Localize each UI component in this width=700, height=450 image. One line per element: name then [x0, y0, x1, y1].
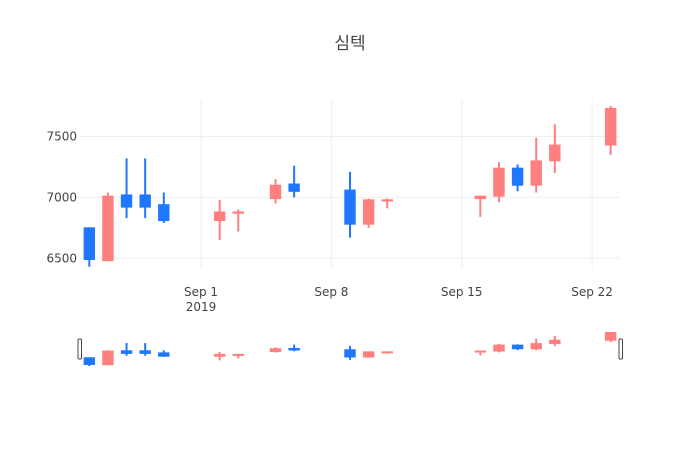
y-tick-label: 7500 [46, 130, 77, 144]
slider-candle [344, 345, 356, 360]
range-slider-left-handle[interactable] [77, 338, 82, 360]
slider-candle-body [269, 348, 282, 353]
candle-body [493, 167, 505, 197]
slider-candle [288, 344, 300, 352]
candles [83, 106, 617, 267]
slider-candle-body [530, 343, 542, 350]
candle-body [288, 183, 300, 192]
slider-candle [83, 357, 96, 366]
slider-candle-body [213, 353, 226, 357]
slider-candle [381, 351, 393, 354]
slider-candle-body [511, 344, 524, 350]
slider-candle [139, 343, 151, 356]
candle-body [83, 227, 96, 260]
slider-candle [158, 350, 170, 357]
candle-body [120, 194, 133, 208]
slider-candle [604, 332, 617, 343]
candle-body [381, 199, 393, 202]
candle [493, 162, 505, 203]
range-slider-right-handle[interactable] [618, 338, 623, 360]
candle [83, 227, 96, 267]
slider-candle-body [288, 347, 300, 351]
slider-candle-body [83, 357, 96, 365]
slider-candle [474, 350, 487, 356]
slider-candle-body [549, 339, 561, 345]
slider-candle [213, 351, 226, 361]
slider-candle-body [493, 344, 505, 352]
candle-body [102, 195, 114, 262]
x-tick-label: Sep 15 [441, 285, 483, 299]
candle [288, 165, 300, 198]
candle-body [232, 211, 244, 214]
slider-candle-body [381, 351, 393, 354]
candle [604, 106, 617, 155]
slider-candle-body [158, 352, 170, 357]
candle-body [604, 108, 617, 146]
candle [102, 192, 114, 262]
candle-body [474, 195, 487, 200]
x-tick-label: Sep 8 [314, 285, 348, 299]
candle [344, 171, 356, 238]
y-tick-label: 6500 [46, 251, 77, 265]
slider-candle-body [604, 332, 617, 341]
candle-body [139, 194, 151, 208]
x-tick-label: Sep 1 [184, 285, 218, 299]
slider-candle [362, 351, 375, 358]
candle [381, 198, 393, 209]
slider-candle [120, 343, 133, 356]
slider-candle-body [102, 350, 114, 366]
candle-body [511, 167, 524, 186]
slider-candle [102, 350, 114, 366]
slider-candle [269, 347, 282, 353]
y-tick-label: 7000 [46, 190, 77, 204]
candle [139, 158, 151, 219]
candle-body [362, 199, 375, 225]
candle [120, 158, 133, 219]
candle-body [158, 204, 170, 222]
candle [474, 195, 487, 217]
slider-candle [530, 338, 542, 351]
slider-candle [511, 344, 524, 351]
slider-candle-body [344, 349, 356, 358]
slider-candle [232, 353, 244, 359]
candle [158, 192, 170, 223]
candle [269, 179, 282, 204]
slider-candle-body [120, 350, 133, 354]
chart-title: 심텍 [334, 34, 365, 54]
candle-body [530, 160, 542, 186]
slider-candle-body [474, 350, 487, 353]
candle [511, 164, 524, 192]
slider-candle-body [232, 353, 244, 356]
slider-candle [493, 343, 505, 353]
x-tick-sublabel: 2019 [186, 300, 217, 314]
grid [80, 100, 620, 268]
x-tick-label: Sep 22 [571, 285, 613, 299]
candle [530, 137, 542, 193]
slider-candle-body [362, 351, 375, 358]
candle-body [213, 211, 226, 222]
candle [213, 199, 226, 240]
candle-body [549, 144, 561, 162]
candle [362, 198, 375, 228]
y-axis: 6500 7000 7500 [46, 130, 77, 266]
candle [549, 124, 561, 174]
candle-body [344, 189, 356, 225]
candle [232, 209, 244, 232]
slider-candle-body [139, 350, 151, 354]
candle-body [269, 184, 282, 200]
slider-candle [549, 335, 561, 347]
range-slider[interactable] [77, 332, 623, 366]
